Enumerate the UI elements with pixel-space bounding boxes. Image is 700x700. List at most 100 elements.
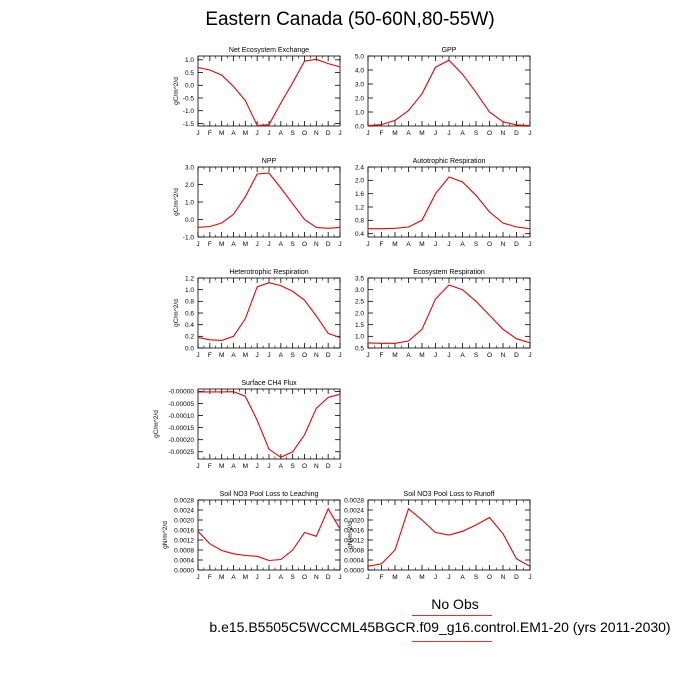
x-tick-label: M [392, 241, 397, 248]
x-tick-label: M [243, 352, 248, 359]
series-line [368, 176, 531, 230]
y-tick-label: 0.4 [355, 231, 364, 238]
x-tick-label: N [501, 352, 506, 359]
x-tick-label: A [406, 574, 411, 581]
x-tick-label: D [514, 130, 519, 137]
chart-title: Heterotrophic Respiration [229, 269, 308, 276]
x-tick-label: A [460, 574, 465, 581]
y-tick-label: 3.0 [355, 81, 364, 88]
y-tick-label: -0.00025 [168, 449, 194, 456]
y-tick-label: -1.0 [183, 108, 195, 115]
x-tick-label: J [338, 574, 341, 581]
x-tick-label: S [290, 463, 295, 470]
plot-frame [197, 55, 341, 127]
x-tick-label: D [326, 463, 331, 470]
chart-title: Net Ecosystem Exchange [229, 47, 309, 54]
y-tick-label: 0.2 [185, 334, 194, 341]
y-tick-label: 0.0020 [174, 517, 194, 524]
chart-title: Ecosystem Respiration [413, 269, 485, 276]
y-axis-label: gC/m^2/d [153, 410, 160, 438]
chart-title: Soil NO3 Pool Loss to Runoff [404, 491, 495, 498]
y-tick-label: 0.4 [185, 322, 194, 329]
series-line [367, 507, 531, 567]
x-tick-label: M [392, 574, 397, 581]
y-tick-label: 0.0004 [174, 557, 194, 564]
x-tick-label: J [256, 130, 259, 137]
x-tick-label: S [474, 130, 479, 137]
x-tick-label: J [196, 241, 199, 248]
x-tick-label: F [208, 463, 212, 470]
x-tick-label: N [501, 130, 506, 137]
x-tick-label: J [267, 130, 270, 137]
y-tick-label: 0.8 [355, 218, 364, 225]
y-tick-label: 0.0012 [174, 537, 194, 544]
chart-title: Soil NO3 Pool Loss to Leaching [220, 491, 319, 498]
x-tick-label: M [419, 130, 424, 137]
plot-frame [197, 499, 341, 571]
x-tick-label: M [243, 574, 248, 581]
x-tick-label: J [528, 352, 531, 359]
x-tick-label: D [326, 574, 331, 581]
y-tick-label: 0.0008 [174, 547, 194, 554]
x-tick-label: J [196, 352, 199, 359]
x-tick-label: M [219, 574, 224, 581]
series-line [197, 58, 341, 127]
y-tick-label: 0.0016 [344, 527, 364, 534]
series-line [367, 59, 531, 127]
y-tick-label: 1.0 [355, 334, 364, 341]
y-tick-label: 0.0016 [174, 527, 194, 534]
x-tick-label: J [256, 574, 259, 581]
x-tick-label: A [460, 352, 465, 359]
series-line [197, 507, 341, 562]
y-tick-label: 1.0 [185, 57, 194, 64]
y-tick-label: 0.0000 [344, 567, 364, 574]
x-tick-label: M [419, 241, 424, 248]
y-tick-label: 2.0 [355, 95, 364, 102]
x-tick-label: D [514, 574, 519, 581]
x-tick-label: S [290, 574, 295, 581]
y-tick-label: 0.0020 [344, 517, 364, 524]
y-axis-label: gN/m^2/d [347, 521, 354, 549]
x-tick-label: F [380, 352, 384, 359]
y-tick-label: -1.0 [183, 234, 195, 241]
plot-frame [367, 277, 531, 349]
y-tick-label: 2.4 [355, 164, 364, 171]
x-tick-label: N [314, 463, 319, 470]
x-tick-label: J [196, 574, 199, 581]
y-tick-label: 4.0 [355, 67, 364, 74]
x-tick-label: J [256, 241, 259, 248]
x-tick-label: J [366, 130, 369, 137]
x-tick-label: F [380, 574, 384, 581]
x-tick-label: O [302, 241, 307, 248]
x-tick-label: A [279, 463, 284, 470]
x-tick-label: O [487, 574, 492, 581]
y-tick-label: 1.2 [185, 275, 194, 282]
x-tick-label: J [447, 352, 450, 359]
x-tick-label: S [474, 574, 479, 581]
x-tick-label: A [231, 463, 236, 470]
plot-frame [197, 277, 341, 349]
x-tick-label: O [302, 352, 307, 359]
y-tick-label: 1.0 [185, 199, 194, 206]
x-tick-label: O [487, 241, 492, 248]
x-tick-label: J [434, 574, 437, 581]
y-tick-label: 2.0 [355, 310, 364, 317]
x-tick-label: J [267, 241, 270, 248]
y-tick-label: 3.0 [355, 287, 364, 294]
x-tick-label: A [279, 241, 284, 248]
x-tick-label: M [243, 130, 248, 137]
x-tick-label: M [219, 130, 224, 137]
x-tick-label: J [196, 463, 199, 470]
x-tick-label: M [392, 352, 397, 359]
x-tick-label: S [474, 352, 479, 359]
x-tick-label: J [528, 574, 531, 581]
y-tick-label: 1.5 [355, 322, 364, 329]
plot-frame [367, 55, 531, 127]
x-tick-label: D [514, 352, 519, 359]
x-tick-label: J [434, 241, 437, 248]
y-tick-label: 0.5 [355, 345, 364, 352]
